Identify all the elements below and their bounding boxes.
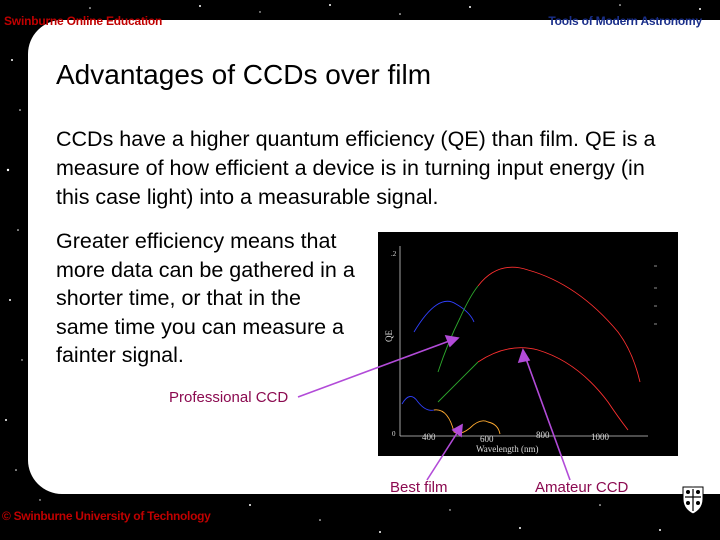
curve-professional-ccd — [413, 300, 475, 333]
slide-title: Advantages of CCDs over film — [56, 59, 432, 90]
x-axis-label: Wavelength (nm) — [476, 444, 539, 454]
curve-best-film — [401, 396, 435, 411]
paragraph-efficiency: Greater efficiency means that more data … — [56, 229, 355, 368]
curve-amateur-ccd — [437, 361, 479, 403]
x-tick-1000: 1000 — [591, 432, 610, 442]
y-tick-0: 0 — [392, 430, 396, 438]
paragraph-intro: CCDs have a higher quantum efficiency (Q… — [56, 127, 656, 209]
qe-curve-plot: QE 0 .2 400 600 800 1000 Wavelength (nm) — [378, 232, 678, 456]
x-tick-800: 800 — [536, 430, 550, 440]
x-tick-600: 600 — [480, 434, 494, 444]
x-tick-400: 400 — [422, 432, 436, 442]
university-crest-logo — [682, 482, 704, 515]
label-best-film: Best film — [390, 479, 448, 496]
header-left: Swinburne Online Education — [4, 14, 163, 28]
y-axis-label: QE — [384, 330, 394, 342]
plot-axes — [399, 246, 648, 437]
label-professional-ccd: Professional CCD — [169, 389, 289, 406]
y-tick-2: .2 — [391, 250, 397, 258]
footer-copyright: © Swinburne University of Technology — [2, 509, 211, 523]
header-right: Tools of Modern Astronomy — [548, 14, 702, 28]
label-amateur-ccd: Amateur CCD — [535, 479, 629, 496]
